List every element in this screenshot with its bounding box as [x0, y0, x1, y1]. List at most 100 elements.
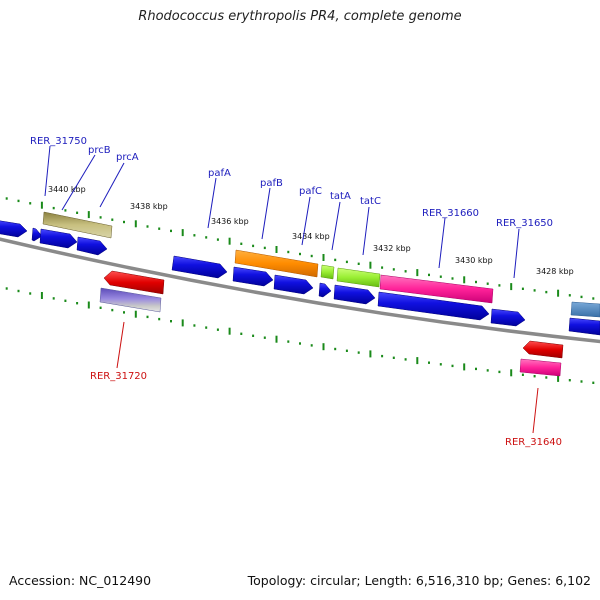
- cds-arrow[interactable]: [318, 282, 332, 298]
- major-tick: [40, 201, 43, 209]
- minor-tick: [299, 342, 301, 345]
- scale-label: 3428 kbp: [536, 267, 574, 276]
- major-tick: [228, 327, 231, 335]
- genome-summary-text: Topology: circular; Length: 6,516,310 bp…: [247, 573, 591, 588]
- gene-label-tatc[interactable]: tatC: [360, 196, 381, 207]
- minor-tick: [345, 260, 348, 264]
- minor-tick: [17, 289, 20, 293]
- leader-line: [513, 228, 520, 279]
- minor-tick: [475, 367, 477, 371]
- minor-tick: [545, 376, 548, 379]
- minor-tick: [170, 229, 172, 233]
- accession-text: Accession: NC_012490: [9, 573, 152, 588]
- major-tick: [228, 237, 231, 245]
- minor-tick: [310, 344, 313, 347]
- minor-tick: [240, 332, 243, 335]
- cds-arrow[interactable]: [171, 255, 228, 279]
- cds-arrow[interactable]: [273, 274, 314, 295]
- minor-tick: [111, 218, 114, 221]
- gene-tata[interactable]: [336, 267, 381, 288]
- cds-arrow[interactable]: [0, 220, 28, 238]
- gene-label-prcb[interactable]: prcB: [88, 145, 111, 156]
- minor-tick: [580, 295, 583, 299]
- minor-tick: [287, 340, 290, 343]
- minor-tick: [521, 373, 524, 376]
- cds-arrow[interactable]: [490, 308, 526, 327]
- minor-tick: [158, 227, 161, 230]
- minor-tick: [310, 254, 313, 258]
- minor-tick: [486, 282, 489, 285]
- major-tick: [557, 289, 560, 297]
- gene-label-rer31660[interactable]: RER_31660: [422, 208, 479, 219]
- leader-line: [44, 145, 51, 197]
- minor-tick: [252, 334, 255, 337]
- minor-tick: [216, 238, 219, 241]
- minor-tick: [439, 275, 442, 278]
- minor-tick: [64, 209, 67, 212]
- leader-line: [331, 201, 341, 251]
- gene-pafc[interactable]: [320, 264, 335, 280]
- gene-label-pafa[interactable]: pafA: [208, 168, 231, 179]
- scale-label: 3432 kbp: [373, 244, 411, 253]
- minor-tick: [52, 297, 55, 300]
- gene-label-pafb[interactable]: pafB: [260, 178, 283, 189]
- major-tick: [416, 357, 419, 365]
- major-tick: [463, 276, 466, 284]
- major-tick: [322, 343, 325, 351]
- minor-tick: [580, 380, 583, 383]
- major-tick: [134, 220, 137, 228]
- minor-tick: [5, 287, 8, 290]
- cds-arrow[interactable]: [377, 291, 490, 321]
- cds-arrow[interactable]: [76, 236, 108, 256]
- cds-arrow[interactable]: [31, 227, 43, 242]
- gene-label-tata[interactable]: tatA: [330, 191, 351, 202]
- minor-tick: [205, 326, 208, 329]
- gene-pafa[interactable]: [234, 249, 319, 278]
- cds-arrow[interactable]: [568, 317, 600, 336]
- minor-tick: [392, 356, 395, 359]
- leader-line: [301, 196, 311, 246]
- major-tick: [557, 374, 560, 382]
- gene-rer31640-pink[interactable]: [519, 358, 562, 377]
- minor-tick: [439, 363, 442, 366]
- minor-tick: [158, 317, 161, 321]
- minor-tick: [334, 347, 337, 351]
- minor-tick: [193, 234, 196, 237]
- cds-arrow[interactable]: [39, 228, 78, 249]
- gene-label-rer31640[interactable]: RER_31640: [505, 437, 562, 448]
- major-tick: [87, 301, 90, 309]
- minor-tick: [29, 202, 32, 205]
- minor-tick: [252, 244, 255, 248]
- gene-label-rer31750[interactable]: RER_31750: [30, 136, 87, 147]
- genome-backbone: [0, 237, 600, 344]
- minor-tick: [475, 280, 477, 284]
- minor-tick: [381, 354, 384, 358]
- minor-tick: [451, 364, 454, 368]
- minor-tick: [381, 266, 384, 269]
- major-tick: [416, 269, 419, 277]
- major-tick: [181, 229, 184, 237]
- major-tick: [510, 283, 513, 291]
- cds-arrow[interactable]: [232, 266, 274, 287]
- cds-arrow[interactable]: [333, 284, 376, 305]
- major-tick: [181, 319, 184, 327]
- gene-label-pafc[interactable]: pafC: [299, 186, 322, 197]
- gene-rer31640-red[interactable]: [522, 340, 564, 359]
- gene-label-prca[interactable]: prcA: [116, 152, 139, 163]
- leader-line: [362, 206, 370, 256]
- minor-tick: [123, 220, 125, 224]
- gene-rer31720-red[interactable]: [103, 270, 165, 295]
- minor-tick: [52, 206, 55, 210]
- gene-right-edge[interactable]: [570, 301, 600, 318]
- gene-label-rer31650[interactable]: RER_31650: [496, 218, 553, 229]
- gene-rer31660-ncrna[interactable]: [379, 274, 494, 304]
- minor-tick: [568, 294, 571, 297]
- gene-prcb[interactable]: [42, 211, 113, 239]
- gene-label-rer31720[interactable]: RER_31720: [90, 371, 147, 382]
- minor-tick: [404, 358, 407, 361]
- minor-tick: [568, 379, 571, 382]
- minor-tick: [263, 246, 266, 250]
- gene-rer31720-band[interactable]: [99, 287, 162, 313]
- minor-tick: [404, 270, 407, 273]
- minor-tick: [287, 250, 290, 254]
